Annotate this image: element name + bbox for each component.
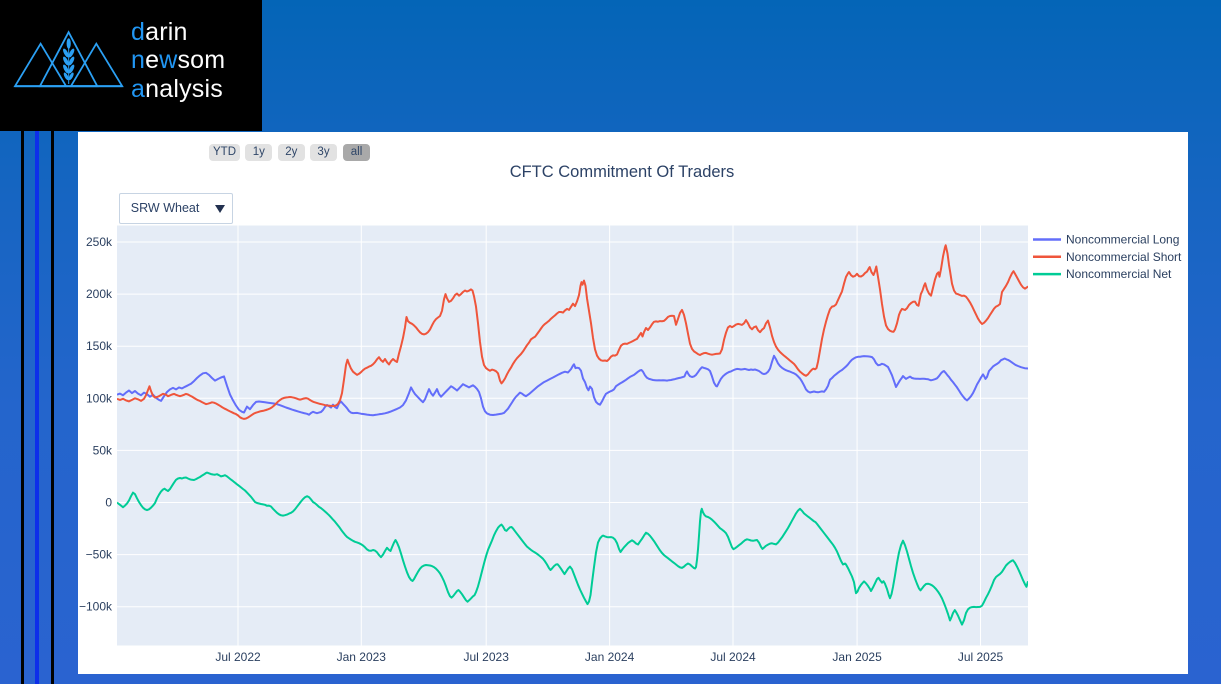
svg-text:150k: 150k: [86, 339, 113, 353]
svg-text:100k: 100k: [86, 391, 113, 405]
svg-text:Noncommercial Net: Noncommercial Net: [1066, 267, 1172, 281]
svg-text:Jul 2023: Jul 2023: [464, 650, 510, 664]
svg-text:Jan 2023: Jan 2023: [337, 650, 387, 664]
svg-text:Jul 2024: Jul 2024: [710, 650, 756, 664]
svg-text:0: 0: [105, 496, 112, 510]
svg-text:250k: 250k: [86, 235, 113, 249]
svg-text:Jan 2024: Jan 2024: [585, 650, 635, 664]
svg-text:−50k: −50k: [86, 548, 113, 562]
svg-text:Jul 2022: Jul 2022: [215, 650, 261, 664]
svg-text:Noncommercial Long: Noncommercial Long: [1066, 233, 1179, 247]
svg-text:50k: 50k: [93, 443, 113, 457]
svg-text:200k: 200k: [86, 287, 113, 301]
svg-text:Noncommercial Short: Noncommercial Short: [1066, 250, 1182, 264]
svg-text:Jan 2025: Jan 2025: [832, 650, 882, 664]
svg-text:Jul 2025: Jul 2025: [958, 650, 1004, 664]
svg-text:−100k: −100k: [79, 600, 113, 614]
